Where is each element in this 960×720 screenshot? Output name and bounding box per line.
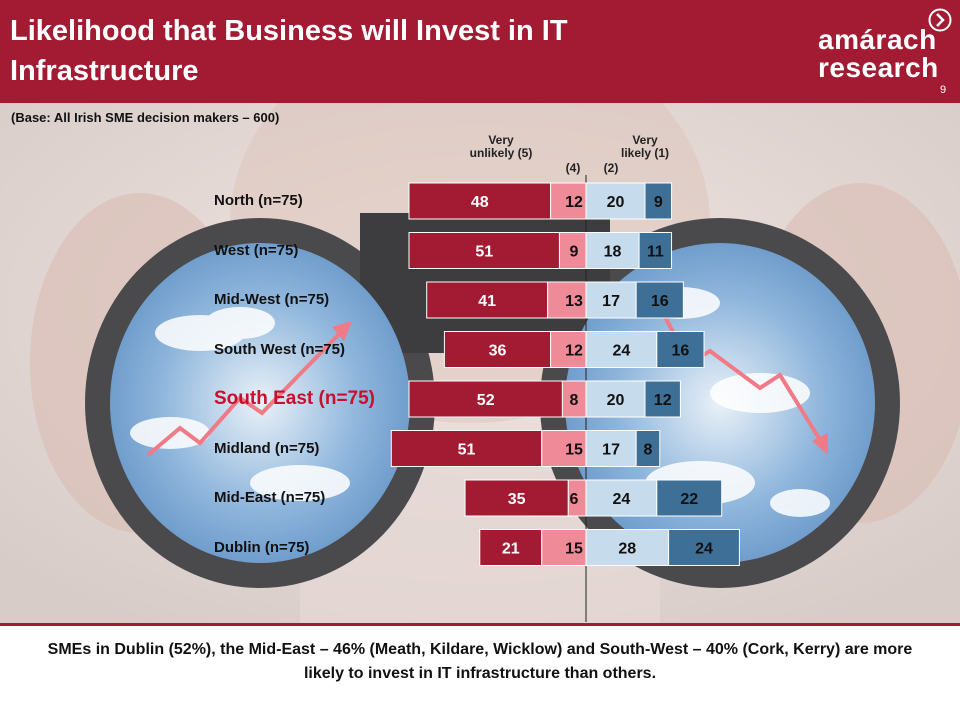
data-label-very-unlikely: 36: [489, 343, 507, 360]
bar-very-unlikely: [408, 182, 552, 220]
bar-likely: [585, 380, 646, 418]
bar-very-unlikely: [443, 331, 552, 368]
data-label-likely: 24: [613, 343, 631, 360]
bar-unlikely: [558, 232, 587, 269]
data-label-unlikely: 9: [570, 244, 579, 261]
footer: [0, 623, 960, 720]
data-label-very-unlikely: 41: [478, 293, 496, 310]
bar-very-likely: [635, 430, 661, 467]
slide-title: Likelihood that Business will Invest in …: [10, 15, 568, 87]
data-label-unlikely: 15: [565, 541, 583, 558]
data-label-very-likely: 8: [643, 442, 652, 459]
bar-likely: [585, 331, 658, 368]
data-label-very-likely: 9: [654, 194, 663, 211]
bar-very-unlikely: [408, 232, 560, 269]
data-label-very-likely: 22: [680, 491, 698, 508]
bar-very-likely: [635, 281, 684, 319]
data-label-unlikely: 15: [565, 442, 583, 459]
bar-likely: [585, 281, 637, 319]
bar-likely: [585, 182, 646, 220]
bar-very-likely: [656, 479, 723, 517]
bar-very-unlikely: [426, 281, 549, 319]
data-label-likely: 20: [607, 392, 625, 409]
scale-header-very-unlikely: Very unlikely (5): [469, 133, 533, 160]
bar-unlikely: [550, 182, 587, 220]
bar-very-likely: [656, 331, 705, 368]
category-label: Mid-West (n=75): [214, 291, 330, 308]
data-label-unlikely: 13: [565, 293, 583, 310]
data-label-likely: 18: [604, 244, 622, 261]
data-label-likely: 17: [602, 442, 620, 459]
scale-header-4: (4): [565, 161, 581, 175]
chevron-right-icon: [928, 8, 952, 32]
data-label-very-unlikely: 21: [502, 541, 520, 558]
data-label-likely: 20: [607, 194, 625, 211]
company-logo: amárach research: [818, 24, 939, 83]
data-label-very-likely: 24: [695, 541, 713, 558]
data-label-very-unlikely: 51: [458, 442, 476, 459]
bar-unlikely: [541, 430, 587, 467]
data-label-very-likely: 11: [647, 244, 664, 261]
bar-likely: [585, 529, 670, 566]
category-label: Mid-East (n=75): [214, 489, 326, 506]
bar-likely: [585, 232, 640, 269]
data-label-unlikely: 12: [565, 343, 583, 360]
scale-header-2: (2): [603, 161, 619, 175]
upward-trend-arrow: [146, 326, 347, 457]
data-label-very-unlikely: 35: [508, 491, 526, 508]
category-label: South West (n=75): [214, 340, 345, 358]
data-label-very-likely: 12: [654, 392, 672, 409]
data-label-very-unlikely: 48: [471, 194, 489, 211]
data-label-unlikely: 6: [570, 491, 579, 508]
data-label-likely: 28: [618, 541, 636, 558]
bar-unlikely: [550, 331, 587, 368]
bar-very-unlikely: [390, 430, 543, 467]
data-label-very-unlikely: 52: [477, 392, 495, 409]
base-note: (Base: All Irish SME decision makers – 6…: [11, 110, 280, 125]
bar-unlikely: [541, 529, 587, 566]
bar-likely: [585, 430, 637, 467]
bar-very-unlikely: [408, 380, 563, 418]
bar-very-likely: [644, 182, 673, 220]
data-label-likely: 24: [613, 491, 631, 508]
data-label-very-likely: 16: [672, 343, 690, 360]
category-label: Midland (n=75): [214, 439, 320, 457]
data-label-very-likely: 16: [651, 293, 669, 310]
bar-very-likely: [644, 380, 681, 418]
data-label-unlikely: 8: [570, 392, 579, 409]
data-label-unlikely: 12: [565, 194, 583, 211]
data-label-very-unlikely: 51: [475, 244, 493, 261]
data-label-likely: 17: [602, 293, 620, 310]
category-label: West (n=75): [214, 241, 299, 259]
category-label: South East (n=75): [214, 388, 375, 409]
bar-very-likely: [668, 529, 740, 566]
category-label: Dublin (n=75): [214, 538, 310, 556]
header-bar: Likelihood that Business will Invest in …: [0, 0, 960, 103]
page-number: 9: [940, 84, 947, 96]
bar-very-likely: [638, 232, 673, 269]
bar-unlikely: [547, 281, 587, 319]
footnote: SMEs in Dublin (52%), the Mid-East – 46%…: [47, 641, 913, 682]
category-label: North (n=75): [214, 192, 303, 209]
scale-header-very-likely: Very likely (1): [620, 133, 670, 160]
bar-likely: [585, 479, 658, 517]
